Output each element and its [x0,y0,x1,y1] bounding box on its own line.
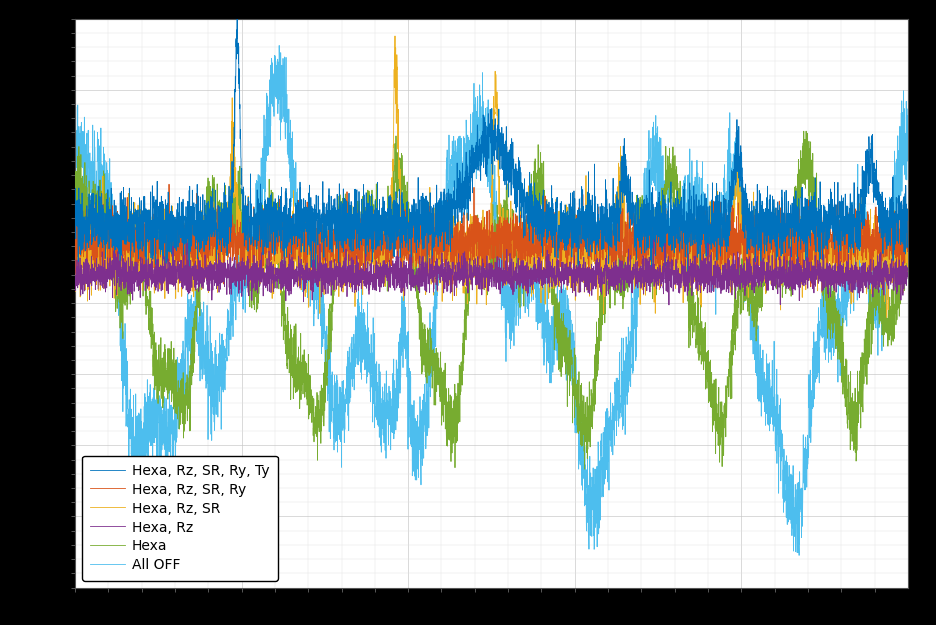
Hexa, Rz [664,301,675,309]
Hexa, Rz, SR [881,314,892,321]
Hexa, Rz, SR, Ry, Ty [221,205,232,212]
Line: Hexa, Rz, SR, Ry, Ty: Hexa, Rz, SR, Ry, Ty [75,8,908,282]
Line: Hexa, Rz: Hexa, Rz [75,240,908,305]
Hexa, Rz, SR, Ry [388,244,399,252]
Hexa [221,226,232,234]
Hexa [69,179,80,187]
Hexa, Rz, SR, Ry, Ty [754,234,766,242]
Hexa, Rz, SR, Ry, Ty [569,221,580,229]
Hexa, Rz, SR, Ry [569,255,580,262]
Hexa [569,388,580,396]
Hexa, Rz, SR [221,252,232,259]
Hexa [800,127,812,135]
All OFF [611,389,622,397]
Hexa, Rz, SR, Ry, Ty [388,253,399,260]
All OFF [794,552,805,559]
Hexa, Rz, SR, Ry, Ty [902,213,914,221]
Hexa [611,275,622,282]
Hexa, Rz [221,268,232,275]
Hexa, Rz [569,252,580,259]
Line: Hexa, Rz, SR, Ry: Hexa, Rz, SR, Ry [75,184,908,287]
Hexa, Rz, SR, Ry [691,229,702,237]
Hexa, Rz [754,270,766,278]
Hexa, Rz [611,281,622,288]
Hexa [691,321,702,328]
Hexa, Rz [902,266,914,274]
Hexa, Rz [388,281,399,289]
Line: Hexa: Hexa [75,131,908,469]
Hexa, Rz, SR, Ry [611,252,622,259]
All OFF [691,168,702,176]
Hexa, Rz, SR, Ry [754,235,766,242]
Legend: Hexa, Rz, SR, Ry, Ty, Hexa, Rz, SR, Ry, Hexa, Rz, SR, Hexa, Rz, Hexa, All OFF: Hexa, Rz, SR, Ry, Ty, Hexa, Rz, SR, Ry, … [81,456,278,581]
Hexa, Rz, SR, Ry, Ty [69,192,80,199]
Hexa, Rz, SR, Ry, Ty [611,216,622,224]
Hexa, Rz, SR, Ry, Ty [231,4,242,11]
Hexa, Rz, SR, Ry [902,205,914,212]
Hexa, Rz, SR, Ry, Ty [695,278,706,286]
All OFF [273,42,285,49]
Hexa, Rz [691,271,702,278]
Hexa, Rz, SR [902,245,914,252]
Hexa [902,248,914,255]
Hexa, Rz, SR [611,242,622,250]
Hexa, Rz, SR [69,256,80,263]
All OFF [754,349,766,357]
Hexa, Rz, SR, Ry [164,181,175,188]
Hexa [388,174,399,182]
All OFF [221,335,232,342]
Hexa, Rz [648,236,659,244]
Hexa, Rz, SR, Ry [221,243,232,251]
Hexa [579,466,591,473]
All OFF [69,126,80,134]
Hexa, Rz, SR, Ry, Ty [691,221,702,228]
Line: Hexa, Rz, SR: Hexa, Rz, SR [75,36,908,318]
All OFF [902,119,914,127]
Hexa, Rz, SR [388,147,399,154]
Hexa, Rz, SR, Ry [805,283,816,291]
Hexa, Rz [69,256,80,263]
Line: All OFF: All OFF [75,46,908,556]
All OFF [388,398,399,406]
Hexa, Rz, SR [389,32,401,40]
All OFF [569,366,580,374]
Hexa, Rz, SR [569,251,580,258]
Hexa, Rz, SR [754,262,766,269]
Hexa, Rz, SR [691,291,702,299]
Hexa [754,280,766,288]
Hexa, Rz, SR, Ry [69,214,80,221]
